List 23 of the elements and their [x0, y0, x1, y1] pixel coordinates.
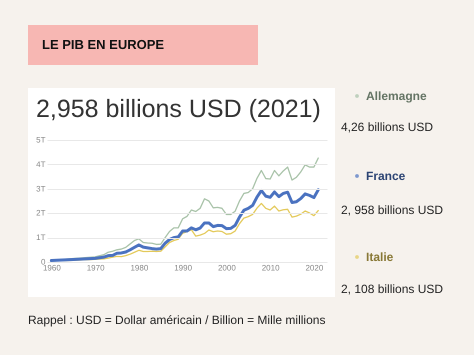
- y-tick-label: 4T: [36, 160, 46, 169]
- x-tick-label: 2010: [262, 264, 280, 272]
- legend-label: Allemagne: [366, 89, 428, 103]
- chart-title: LE PIB EN EUROPE: [42, 37, 164, 52]
- y-tick-label: 2T: [36, 208, 46, 218]
- x-tick-label: 1970: [86, 264, 106, 272]
- y-tick-label: 0: [41, 258, 46, 266]
- x-tick-label: 1980: [130, 264, 149, 272]
- legend-label: France: [366, 169, 406, 183]
- text: 4,26 billions USD: [341, 120, 434, 134]
- x-tick-label: 2000: [218, 264, 236, 272]
- text: 2, 958 billions USD: [341, 203, 444, 217]
- y-tick-label: 3T: [36, 184, 46, 194]
- text: 2, 108 billions USD: [341, 282, 444, 296]
- y-tick-label: 1T: [36, 233, 46, 242]
- text: Rappel : USD = Dollar américain / Billion = Mille millions: [28, 313, 326, 327]
- x-tick-label: 1990: [174, 264, 193, 272]
- x-tick-label: 1960: [42, 264, 62, 272]
- x-tick-label: 2020: [305, 264, 324, 272]
- y-tick-label: 5T: [36, 136, 46, 144]
- chart-subtitle: 2,958 billions USD (2021): [36, 95, 321, 123]
- line-series: [50, 188, 320, 262]
- legend-label: Italie: [366, 250, 394, 264]
